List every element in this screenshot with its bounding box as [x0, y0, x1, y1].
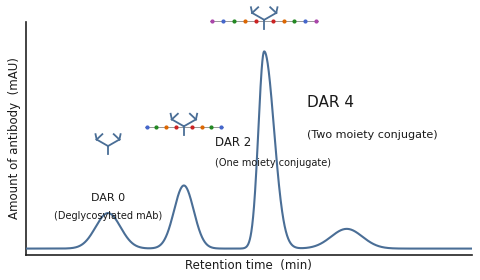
Text: DAR 4: DAR 4	[307, 95, 354, 110]
Text: (One moiety conjugate): (One moiety conjugate)	[215, 158, 331, 168]
X-axis label: Retention time  (min): Retention time (min)	[185, 259, 312, 272]
Y-axis label: Amount of antibody  (mAU): Amount of antibody (mAU)	[8, 57, 21, 219]
Text: DAR 0: DAR 0	[91, 193, 125, 203]
Text: (Two moiety conjugate): (Two moiety conjugate)	[307, 130, 437, 140]
Text: (Deglycosylated mAb): (Deglycosylated mAb)	[54, 211, 162, 221]
Text: DAR 2: DAR 2	[215, 136, 252, 149]
